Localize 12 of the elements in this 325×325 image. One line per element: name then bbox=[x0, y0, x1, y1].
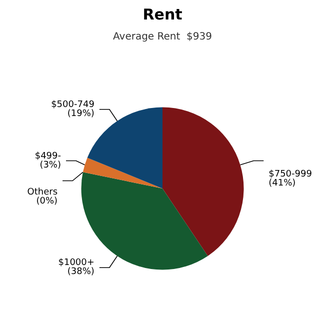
slice-label: $1000+ bbox=[58, 258, 94, 268]
chart-subtitle: Average Rent $939 bbox=[113, 32, 212, 42]
text: (0%) bbox=[36, 196, 58, 206]
chart-title: Rent bbox=[142, 6, 182, 24]
slice-label: $499- bbox=[34, 151, 62, 162]
category-label: Others bbox=[27, 187, 58, 198]
data-label: (41%) bbox=[268, 178, 296, 188]
slice-label: $500-749 bbox=[51, 100, 95, 110]
data-label: (19%) bbox=[67, 108, 94, 119]
slice-label: $750-999 bbox=[268, 169, 312, 180]
data-label: (3%) bbox=[40, 160, 62, 170]
data-label: (38%) bbox=[67, 267, 94, 278]
